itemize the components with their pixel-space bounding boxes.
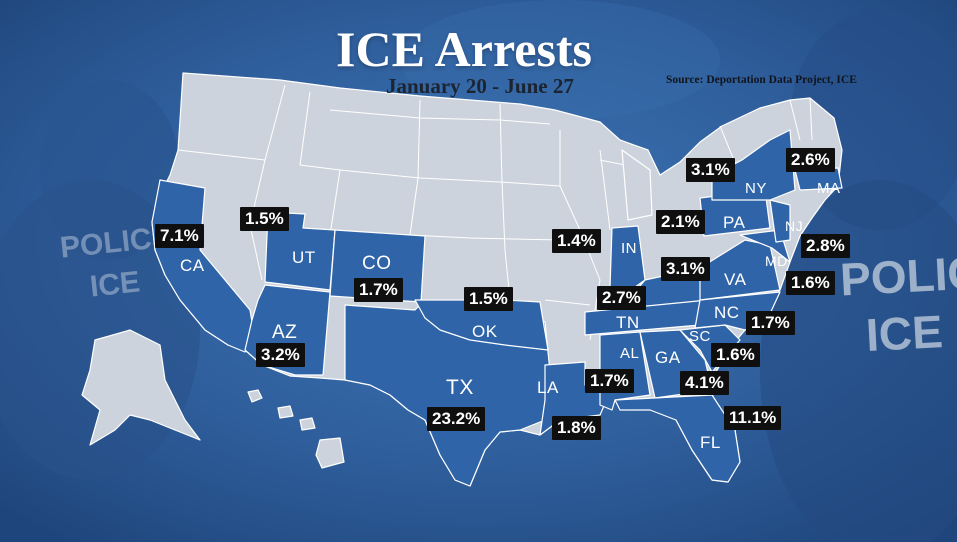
state-abbr-nj: NJ bbox=[785, 218, 804, 234]
share-label-sc: 1.6% bbox=[711, 343, 760, 367]
state-abbr-md: MD bbox=[765, 253, 788, 269]
share-label-md: 1.6% bbox=[786, 271, 835, 295]
state-abbr-nc: NC bbox=[714, 303, 740, 322]
share-label-co: 1.7% bbox=[354, 278, 403, 302]
share-label-az: 3.2% bbox=[256, 343, 305, 367]
source-note: Source: Deportation Data Project, ICE bbox=[666, 74, 857, 86]
state-abbr-ca: CA bbox=[180, 256, 205, 275]
state-in bbox=[609, 225, 646, 293]
state-abbr-sc: SC bbox=[689, 328, 711, 345]
state-fl bbox=[614, 394, 741, 483]
share-label-ok: 1.5% bbox=[464, 287, 513, 311]
hawaii bbox=[247, 389, 345, 469]
state-abbr-pa: PA bbox=[723, 213, 746, 232]
state-ok bbox=[414, 299, 549, 351]
share-label-va: 3.1% bbox=[661, 257, 710, 281]
state-abbr-va: VA bbox=[724, 270, 747, 289]
share-label-pa: 2.1% bbox=[656, 210, 705, 234]
state-abbr-tn: TN bbox=[616, 313, 640, 332]
state-abbr-ut: UT bbox=[292, 248, 316, 267]
share-label-ca: 7.1% bbox=[155, 224, 204, 248]
page-title: ICE Arrests bbox=[336, 21, 593, 77]
share-label-nj: 2.8% bbox=[801, 234, 850, 258]
date-range-subtitle: January 20 - June 27 bbox=[386, 74, 574, 98]
share-label-nc: 1.7% bbox=[746, 311, 795, 335]
share-label-ga: 4.1% bbox=[680, 371, 729, 395]
state-abbr-in: IN bbox=[621, 240, 637, 257]
state-abbr-ma: MA bbox=[817, 180, 841, 197]
share-label-la: 1.8% bbox=[552, 416, 601, 440]
share-label-al: 1.7% bbox=[585, 369, 634, 393]
share-label-in: 1.4% bbox=[552, 229, 601, 253]
share-label-ma: 2.6% bbox=[786, 148, 835, 172]
state-abbr-tx: TX bbox=[446, 376, 474, 399]
state-abbr-la: LA bbox=[537, 378, 559, 397]
state-abbr-co: CO bbox=[362, 253, 392, 274]
state-abbr-ny: NY bbox=[745, 180, 767, 197]
share-label-ut: 1.5% bbox=[240, 207, 289, 231]
share-label-tx: 23.2% bbox=[427, 407, 486, 431]
share-label-ny: 3.1% bbox=[686, 158, 735, 182]
state-ca bbox=[151, 179, 256, 353]
state-abbr-ok: OK bbox=[472, 322, 498, 341]
state-abbr-ga: GA bbox=[655, 348, 681, 367]
state-abbr-al: AL bbox=[620, 345, 640, 362]
state-nj bbox=[769, 199, 791, 243]
share-label-fl: 11.1% bbox=[724, 406, 782, 430]
state-abbr-az: AZ bbox=[272, 322, 298, 343]
alaska bbox=[81, 329, 201, 446]
state-abbr-fl: FL bbox=[700, 433, 721, 452]
state-va bbox=[699, 239, 781, 301]
share-label-tn: 2.7% bbox=[597, 286, 646, 310]
